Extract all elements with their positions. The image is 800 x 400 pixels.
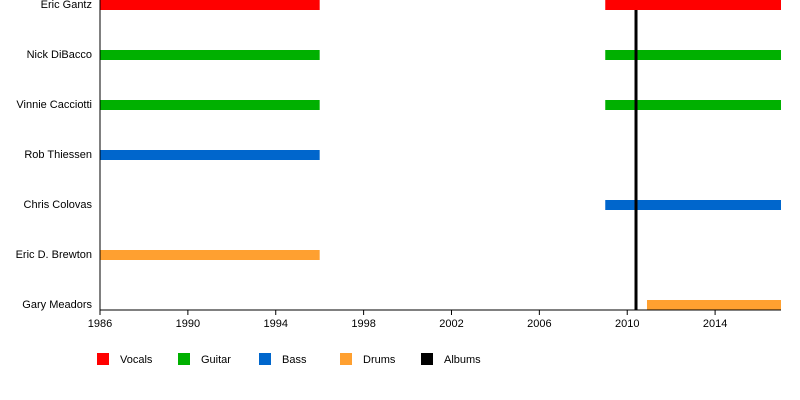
member-bar — [605, 100, 781, 110]
row-label: Nick DiBacco — [27, 49, 92, 61]
member-bar — [100, 0, 320, 10]
legend-label: Vocals — [120, 354, 153, 366]
member-bar — [646, 300, 781, 310]
row-label: Chris Colovas — [24, 199, 93, 211]
x-tick-label: 1998 — [351, 318, 375, 330]
x-tick-label: 1994 — [263, 318, 287, 330]
legend-swatch — [340, 353, 352, 365]
legend-label: Drums — [363, 354, 396, 366]
legend-swatch — [421, 353, 433, 365]
member-bar — [100, 50, 320, 60]
row-label: Eric D. Brewton — [16, 249, 92, 261]
member-bar — [100, 250, 320, 260]
x-tick-label: 2010 — [615, 318, 639, 330]
legend-swatch — [178, 353, 190, 365]
row-label: Rob Thiessen — [24, 149, 92, 161]
member-bar — [605, 0, 781, 10]
x-tick-label: 1986 — [88, 318, 112, 330]
x-tick-label: 2002 — [439, 318, 463, 330]
row-label: Gary Meadors — [22, 299, 92, 311]
x-tick-label: 1990 — [176, 318, 200, 330]
x-tick-label: 2014 — [703, 318, 727, 330]
legend-label: Guitar — [201, 354, 231, 366]
member-bar — [100, 150, 320, 160]
x-tick-label: 2006 — [527, 318, 551, 330]
legend-label: Albums — [444, 354, 481, 366]
legend-label: Bass — [282, 354, 307, 366]
legend-swatch — [97, 353, 109, 365]
row-label: Eric Gantz — [41, 0, 92, 11]
legend-swatch — [259, 353, 271, 365]
row-label: Vinnie Cacciotti — [16, 99, 92, 111]
member-bar — [100, 100, 320, 110]
member-bar — [605, 50, 781, 60]
member-bar — [605, 200, 781, 210]
